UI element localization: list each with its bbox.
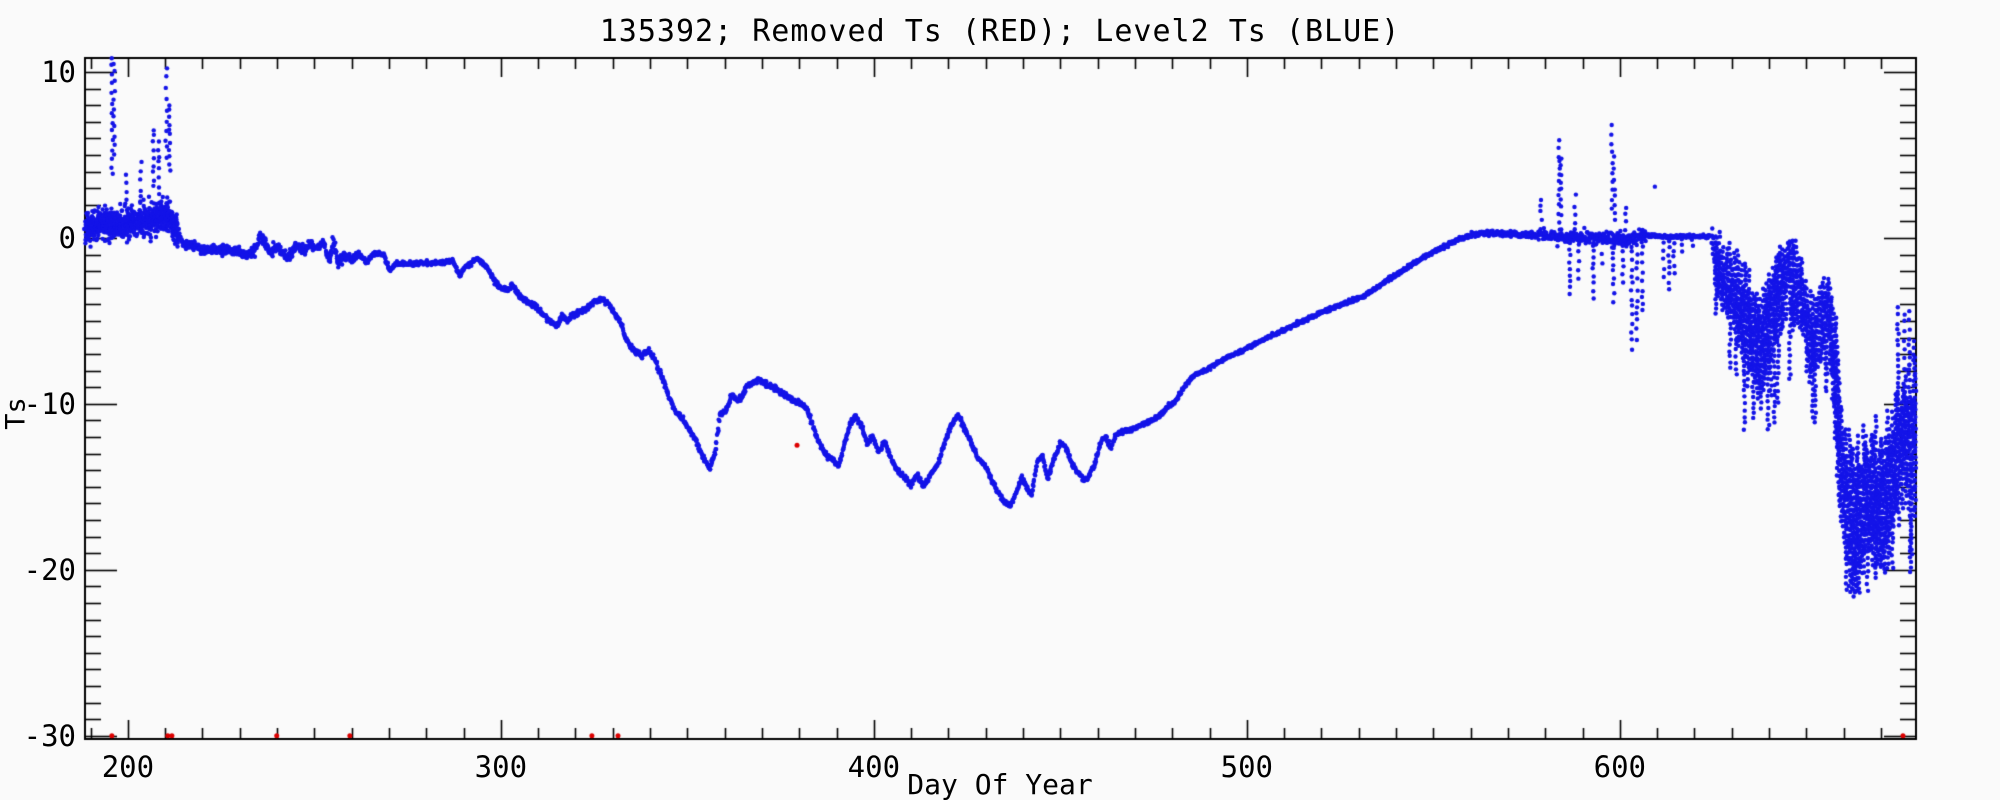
x-tick-label: 200 <box>101 750 155 784</box>
y-tick-label: -30 <box>23 718 76 753</box>
x-tick-label: 400 <box>847 750 901 784</box>
y-tick-label: -10 <box>23 386 76 421</box>
x-axis-title: Day Of Year <box>907 768 1093 800</box>
x-tick-label: 500 <box>1220 750 1274 784</box>
y-tick-label: 0 <box>58 220 76 255</box>
x-tick-label: 600 <box>1593 750 1647 784</box>
chart-title: 135392; Removed Ts (RED); Level2 Ts (BLU… <box>599 14 1401 49</box>
x-tick-label: 300 <box>474 750 528 784</box>
y-tick-label: -20 <box>23 552 76 587</box>
y-tick-label: 10 <box>41 55 76 90</box>
